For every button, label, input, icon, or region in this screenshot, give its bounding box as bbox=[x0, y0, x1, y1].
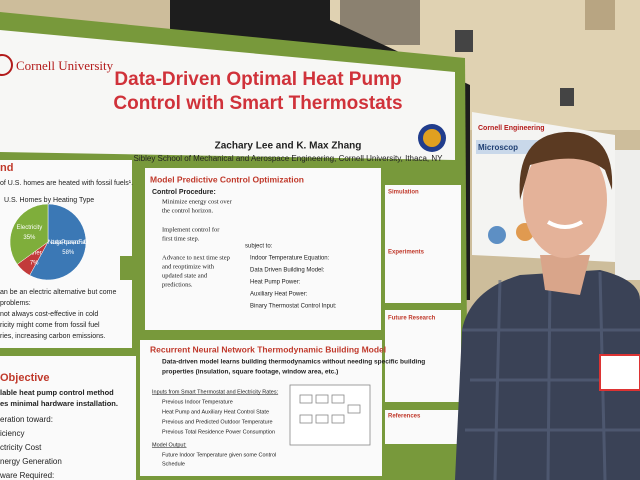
body-text: es minimal hardware installation. bbox=[0, 399, 118, 408]
body-text: nergy Generation bbox=[0, 457, 62, 466]
person-neck bbox=[540, 255, 590, 295]
pie-slice bbox=[9, 203, 49, 265]
body-text: of U.S. homes are heated with fossil fue… bbox=[0, 180, 133, 187]
outlet bbox=[560, 88, 574, 106]
pie-title: U.S. Homes by Heating Type bbox=[4, 197, 94, 204]
sub-heading: Inputs from Smart Thermostat and Electri… bbox=[152, 389, 279, 395]
pie-slice bbox=[29, 203, 87, 281]
body-text: Minimize energy cost over bbox=[162, 198, 233, 205]
panel bbox=[145, 168, 381, 330]
authors: Zachary Lee and K. Max Zhang bbox=[215, 141, 362, 152]
person-hair bbox=[519, 131, 613, 200]
body-text: ricity might come from fossil fuel bbox=[0, 322, 100, 329]
nsf-logo-inner bbox=[423, 129, 441, 147]
door-panel bbox=[585, 0, 615, 30]
body-text: properties (insulation, square footage, … bbox=[162, 369, 338, 376]
affiliation: Sibley School of Mechanical and Aerospac… bbox=[134, 154, 444, 163]
slice-label: 58% bbox=[62, 250, 75, 256]
outlet bbox=[455, 30, 473, 52]
slice-label: 7% bbox=[30, 260, 39, 266]
slice-name: Electricity bbox=[17, 225, 43, 231]
network-node bbox=[299, 394, 313, 404]
body-text: iciency bbox=[0, 429, 24, 438]
person-smile bbox=[546, 220, 584, 229]
body-text: Data-driven model learns building thermo… bbox=[162, 359, 425, 366]
body-text: Data Driven Building Model: bbox=[250, 268, 325, 274]
neighbor-header bbox=[476, 140, 546, 154]
body-text: and reoptimize with bbox=[162, 263, 215, 270]
network-node bbox=[331, 414, 345, 424]
body-text: subject to: bbox=[245, 244, 273, 250]
sub-heading: Model Output: bbox=[152, 442, 187, 448]
institution: Cornell University bbox=[16, 58, 114, 73]
person-shirt bbox=[455, 270, 640, 480]
body-text: predictions. bbox=[162, 281, 193, 288]
slice-name: Other bbox=[27, 250, 42, 256]
body-text: Previous and Predicted Outdoor Temperatu… bbox=[162, 419, 273, 425]
body-text: eration toward: bbox=[0, 415, 53, 424]
body-text: lable heat pump control method bbox=[0, 388, 114, 397]
body-text: Indoor Temperature Equation: bbox=[250, 256, 330, 262]
network-node bbox=[315, 414, 329, 424]
body-text: Future Indoor Temperature given some Con… bbox=[162, 452, 276, 458]
network-node bbox=[331, 394, 345, 404]
body-text: ctricity Cost bbox=[0, 443, 42, 452]
panel bbox=[0, 356, 136, 480]
shirt-plaid bbox=[462, 271, 640, 480]
slice-label: 35% bbox=[23, 235, 36, 241]
name-tag bbox=[599, 354, 640, 391]
body-text: Implement control for bbox=[162, 226, 220, 233]
section-heading: Model Predictive Control Optimization bbox=[150, 174, 304, 184]
section-heading: References bbox=[388, 414, 421, 420]
section-heading: Recurrent Neural Network Thermodynamic B… bbox=[150, 344, 386, 354]
body-text: Binary Thermostat Control Input: bbox=[250, 304, 337, 310]
body-text: an be an electric alternative but come bbox=[0, 289, 116, 296]
neighbor-text: Microscop bbox=[478, 143, 518, 152]
section-heading: Future Research bbox=[388, 316, 436, 322]
panel-gap bbox=[120, 256, 134, 280]
network-node bbox=[299, 414, 313, 424]
poster-header bbox=[0, 30, 455, 160]
section-heading: Simulation bbox=[388, 190, 419, 196]
body-text: ware Required: bbox=[0, 471, 54, 480]
poster-title: Data-Driven Optimal Heat Pump bbox=[114, 69, 401, 90]
slice-name: Natural gas, Propane, and Fuel Oil bbox=[48, 240, 89, 246]
body-text: first time step. bbox=[162, 235, 200, 242]
section-heading: nd bbox=[0, 162, 13, 174]
sub-heading: Control Procedure: bbox=[152, 189, 216, 196]
network-node bbox=[315, 394, 329, 404]
person-face bbox=[523, 142, 607, 258]
section-heading: Objective bbox=[0, 372, 50, 384]
section-heading: Experiments bbox=[388, 250, 425, 256]
body-text: ries, increasing carbon emissions. bbox=[0, 333, 105, 340]
body-text: Advance to next time step bbox=[162, 254, 230, 261]
body-text: problems: bbox=[0, 300, 31, 307]
cornell-seal bbox=[0, 54, 13, 76]
poster-title: Control with Smart Thermostats bbox=[113, 93, 402, 114]
body-text: Previous Indoor Temperature bbox=[162, 399, 233, 405]
panel bbox=[385, 310, 461, 402]
body-text: Heat Pump and Auxiliary Heat Control Sta… bbox=[162, 409, 269, 415]
network-node bbox=[347, 404, 361, 414]
body-text: Auxiliary Heat Power: bbox=[250, 292, 308, 298]
body-text: Heat Pump Power: bbox=[250, 280, 301, 286]
neighbor-text: Cornell Engineering bbox=[478, 125, 545, 132]
body-text: Schedule bbox=[162, 461, 185, 467]
body-text: not always cost-effective in cold bbox=[0, 311, 98, 318]
neighbor-poster-edge bbox=[615, 150, 640, 280]
body-text: the control horizon. bbox=[162, 207, 213, 214]
panel bbox=[385, 410, 461, 444]
body-text: Previous Total Residence Power Consumpti… bbox=[162, 429, 275, 435]
panel bbox=[385, 185, 461, 303]
body-text: updated state and bbox=[162, 272, 208, 279]
neighbor-figure bbox=[488, 226, 506, 244]
